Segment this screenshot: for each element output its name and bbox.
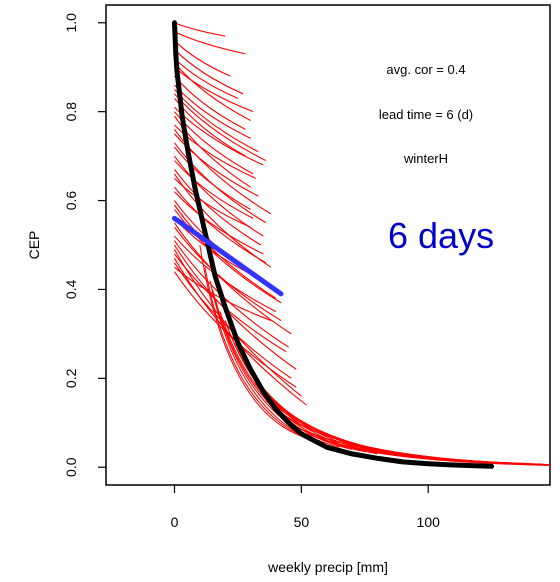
x-axis: 0 50 100 [171, 485, 441, 530]
ensemble-member-line [174, 204, 277, 299]
regression-line [172, 215, 284, 297]
ensemble-member-line [174, 49, 244, 95]
y-axis: 0.0 0.2 0.4 0.6 0.8 1.0 [63, 13, 106, 477]
ensemble-member-line [174, 66, 254, 113]
ensemble-member-line [174, 115, 251, 188]
y-axis-label: CEP [26, 231, 42, 260]
ensemble-member-line [174, 155, 264, 237]
ensemble-member-line [174, 22, 226, 37]
y-tick-label: 0.6 [63, 191, 79, 211]
ensemble-member-line [174, 271, 297, 388]
ensemble-member-line [174, 129, 272, 215]
y-tick-label: 0.0 [63, 457, 79, 477]
mean-curve-group [172, 20, 495, 469]
ensemble-tail-line [209, 280, 327, 446]
ensemble-member-line [174, 133, 259, 197]
ensemble-member-line [174, 209, 282, 304]
avg-cor-annotation: avg. cor = 0.4 [386, 62, 465, 77]
mean-curve [172, 20, 495, 469]
y-tick-label: 0.8 [63, 102, 79, 122]
ensemble-member-line [174, 191, 264, 255]
ensemble-member-line [174, 62, 251, 122]
y-tick-label: 0.2 [63, 368, 79, 388]
ensemble-tail-line [313, 435, 550, 466]
ensemble-member-line [174, 186, 267, 264]
ensemble-member-line [174, 266, 272, 322]
regression-line-group [172, 215, 284, 297]
x-axis-label: weekly precip [mm] [267, 559, 388, 575]
ensemble-member-line [174, 146, 251, 210]
ensemble-member-line [174, 258, 307, 406]
plot-frame [105, 4, 551, 486]
ensemble-member-line [174, 169, 262, 246]
ensemble-member-line [174, 262, 292, 379]
ensemble-member-line [174, 235, 277, 313]
ensemble-member-line [174, 160, 254, 219]
ensemble-tail-line [326, 440, 550, 466]
ensemble-member-line [174, 40, 231, 77]
ensemble-tangent-lines [174, 22, 307, 406]
ensemble-member-line [174, 226, 282, 322]
ensemble-member-line [174, 31, 246, 55]
y-tick-label: 0.4 [63, 280, 79, 300]
x-tick-label: 0 [171, 514, 179, 530]
x-tick-label: 100 [417, 514, 441, 530]
season-annotation: winterH [403, 151, 448, 166]
ensemble-member-line [174, 177, 251, 228]
ensemble-member-line [174, 124, 256, 179]
lead-time-annotation: lead time = 6 (d) [379, 107, 473, 122]
y-tick-label: 1.0 [63, 13, 79, 33]
ensemble-tail-line [199, 244, 302, 437]
ensemble-tail-line [204, 267, 315, 442]
lead-time-big-label: 6 days [388, 215, 494, 256]
x-tick-label: 50 [294, 514, 310, 530]
